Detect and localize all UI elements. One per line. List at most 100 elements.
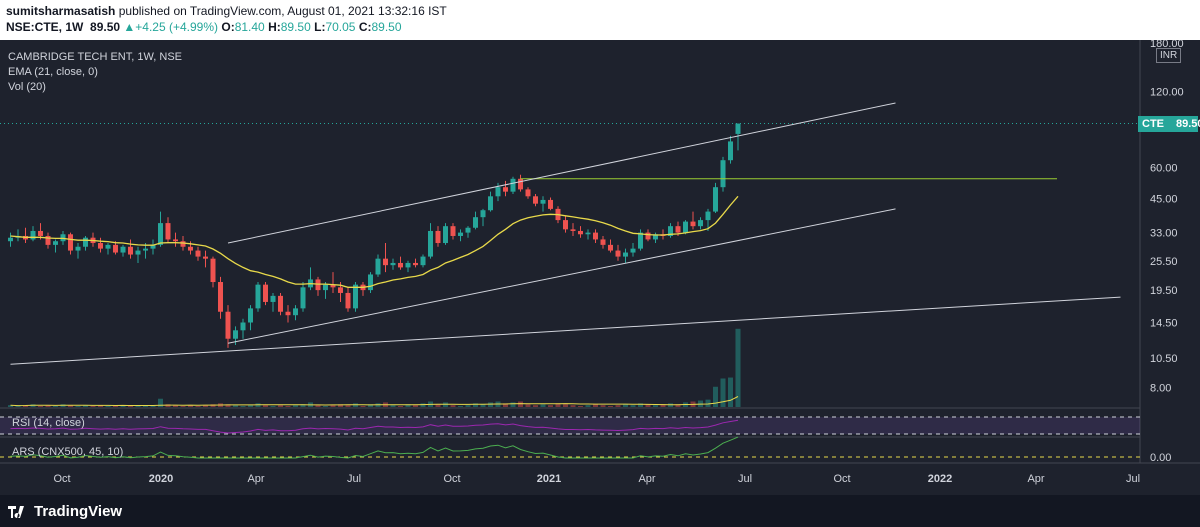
publisher-name[interactable]: sumitsharmasatish (6, 4, 116, 18)
candle-body (30, 230, 36, 240)
candle-body (150, 244, 156, 249)
candle-body (188, 246, 193, 251)
candle-body (608, 244, 613, 251)
candle-body (458, 232, 463, 236)
volume-bar (278, 405, 283, 407)
volume-bar (480, 404, 486, 407)
candle-body (585, 232, 591, 235)
currency-badge[interactable]: INR (1156, 48, 1182, 63)
volume-bar (53, 406, 58, 407)
volume-bar (548, 405, 553, 407)
candle-body (75, 246, 81, 251)
x-tick-label: Apr (247, 473, 264, 485)
volume-bar (338, 404, 343, 407)
candle-body (323, 284, 328, 291)
candle-body (533, 196, 538, 204)
candle-body (98, 243, 103, 249)
candle-body (465, 227, 471, 233)
volume-bar (75, 406, 81, 407)
price-chart-svg[interactable]: 180.00 120.00 60.00 45.00 33.00 25.50 19.50 14.… (0, 38, 1200, 495)
last-price: 89.50 (90, 20, 121, 34)
volume-bar (248, 405, 253, 407)
volume-bar (660, 404, 666, 407)
candle-body (330, 284, 336, 288)
volume-bar (135, 405, 141, 407)
ars-axis-value: 0.00 (1150, 452, 1171, 464)
candle-body (315, 279, 321, 291)
y-tick-label: 14.50 (1150, 317, 1178, 329)
candle-body (473, 217, 478, 228)
volume-bar (675, 404, 681, 407)
candle-body (390, 262, 396, 266)
candle-body (353, 284, 358, 309)
x-tick-label: Jul (347, 473, 361, 485)
candle-body (263, 284, 268, 302)
candle-body (623, 252, 628, 257)
candle-body (593, 232, 598, 240)
volume-bar (540, 404, 546, 407)
volume-bar (570, 405, 576, 407)
legend-ema: EMA (21, close, 0) (8, 66, 98, 78)
legend-title: CAMBRIDGE TECH ENT, 1W, NSE (8, 51, 182, 63)
x-tick-label: Jul (738, 473, 752, 485)
volume-bar (420, 403, 426, 407)
candle-body (248, 308, 253, 323)
candle-body (293, 308, 298, 316)
volume-bar (83, 405, 88, 407)
candle-body (420, 256, 426, 266)
volume-bar (113, 406, 118, 407)
candle-body (735, 123, 741, 134)
volume-bar (398, 406, 403, 407)
x-tick-label: Oct (833, 473, 850, 485)
volume-bar (158, 398, 163, 407)
volume-bar (735, 328, 741, 407)
candle-body (510, 178, 516, 192)
y-tick-label: 8.00 (1150, 383, 1171, 395)
candle-body (435, 230, 441, 244)
volume-bar (435, 404, 441, 407)
y-tick-label: 120.00 (1150, 87, 1184, 99)
chart-header: sumitsharmasatish published on TradingVi… (0, 0, 1200, 40)
volume-bar (585, 405, 591, 407)
candle-body (38, 230, 43, 236)
volume-bar (180, 406, 186, 407)
candle-body (518, 178, 523, 190)
volume-bar (23, 405, 28, 407)
volume-bar (270, 406, 276, 407)
volume-bar (578, 406, 583, 407)
candle-body (338, 287, 343, 293)
candle-body (83, 237, 88, 247)
volume-bar (143, 406, 148, 407)
x-tick-label: 2020 (149, 473, 173, 485)
chart-area[interactable]: 180.00 120.00 60.00 45.00 33.00 25.50 19.50 14.… (0, 38, 1200, 495)
volume-bar (465, 405, 471, 407)
brand-name: TradingView (34, 502, 123, 520)
trendline-channel-upper (227, 102, 896, 244)
candle-body (713, 187, 718, 212)
volume-bar (623, 404, 628, 407)
candle-body (210, 258, 216, 283)
candle-body (375, 258, 381, 275)
candle-body (645, 232, 651, 240)
volume-bar (45, 405, 51, 407)
candle-body (278, 295, 283, 312)
candle-body (488, 196, 493, 211)
candle-body (683, 221, 688, 233)
tradingview-logo-icon (8, 504, 28, 518)
y-tick-label: 180.00 (1150, 40, 1184, 50)
rsi-band-fill (0, 417, 1140, 434)
candle-body (413, 262, 418, 266)
y-tick-label: 60.00 (1150, 162, 1178, 174)
candle-body (368, 274, 373, 291)
candle-body (195, 250, 201, 257)
volume-bar (600, 405, 606, 407)
volume-bar (38, 406, 43, 407)
price-change: +4.25 (+4.99%) (135, 20, 219, 34)
last-badge-value: 89.50 (1176, 118, 1200, 130)
last-badge-symbol: CTE (1142, 118, 1164, 130)
volume-bar (390, 405, 396, 407)
volume-bar (503, 403, 508, 407)
candle-body (285, 311, 291, 316)
candle-body (615, 250, 621, 257)
volume-bar (563, 404, 568, 407)
